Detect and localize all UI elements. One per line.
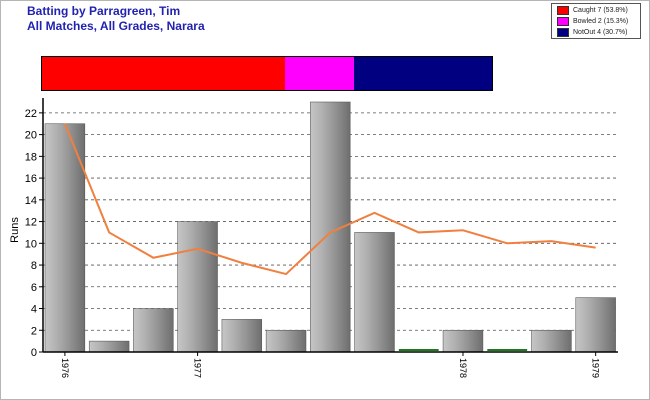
trend-line-layer xyxy=(63,123,596,276)
bar xyxy=(88,340,130,353)
legend-swatch-notout xyxy=(557,28,569,37)
zero-score-marker xyxy=(487,349,528,351)
bar xyxy=(133,308,174,353)
legend-item-caught: Caught 7 (53.8%) xyxy=(557,6,628,16)
x-tick-label: 1978 xyxy=(458,358,468,378)
bar xyxy=(221,319,263,353)
chart-subtitle: All Matches, All Grades, Narara xyxy=(27,19,205,33)
dismissal-segment-caught xyxy=(42,57,285,90)
y-tick-label: 6 xyxy=(31,282,37,294)
bars xyxy=(44,101,616,353)
x-tick-label: 1977 xyxy=(193,358,203,378)
legend-swatch-bowled xyxy=(557,17,569,26)
tick-labels: 0 2 4 6 8 10 12 14 16 18 20 22 1976 1977 1978 1979 xyxy=(25,108,601,378)
y-tick-label: 4 xyxy=(31,304,37,316)
bar xyxy=(442,329,484,353)
legend-label-bowled: Bowled 2 (15.3%) xyxy=(573,18,629,25)
y-axis-label: Runs xyxy=(9,217,21,243)
bar xyxy=(575,297,616,353)
y-tick-label: 8 xyxy=(31,260,37,272)
dismissal-segment-notout xyxy=(353,57,492,90)
y-tick-label: 0 xyxy=(31,347,37,359)
zero-score-marker xyxy=(398,349,439,351)
y-tick-label: 14 xyxy=(25,195,37,207)
bar xyxy=(177,221,218,353)
y-tick-label: 10 xyxy=(25,238,37,250)
bar xyxy=(265,329,307,353)
y-tick-label: 22 xyxy=(25,108,37,120)
bar xyxy=(354,232,395,353)
legend-label-notout: NotOut 4 (30.7%) xyxy=(573,29,628,36)
legend-item-bowled: Bowled 2 (15.3%) xyxy=(557,17,628,27)
legend-item-notout: NotOut 4 (30.7%) xyxy=(557,28,627,38)
bar xyxy=(531,329,572,353)
y-tick-label: 2 xyxy=(31,325,37,337)
legend: Caught 7 (53.8%) Bowled 2 (15.3%) NotOut… xyxy=(551,3,641,39)
x-tick-label: 1979 xyxy=(591,358,601,378)
y-tick-label: 18 xyxy=(25,151,37,163)
average-trend-line xyxy=(63,123,596,276)
chart-title: Batting by Parragreen, Tim xyxy=(27,4,181,18)
axes xyxy=(39,98,618,356)
y-tick-label: 20 xyxy=(25,130,37,142)
bar xyxy=(44,123,86,353)
y-tick-label: 12 xyxy=(25,217,37,229)
legend-swatch-caught xyxy=(557,6,569,15)
x-tick-label: 1976 xyxy=(60,358,70,378)
legend-label-caught: Caught 7 (53.8%) xyxy=(573,7,628,14)
dismissal-segment-bowled xyxy=(284,57,354,90)
dismissal-distribution-bar xyxy=(41,56,493,91)
y-tick-label: 16 xyxy=(25,173,37,185)
